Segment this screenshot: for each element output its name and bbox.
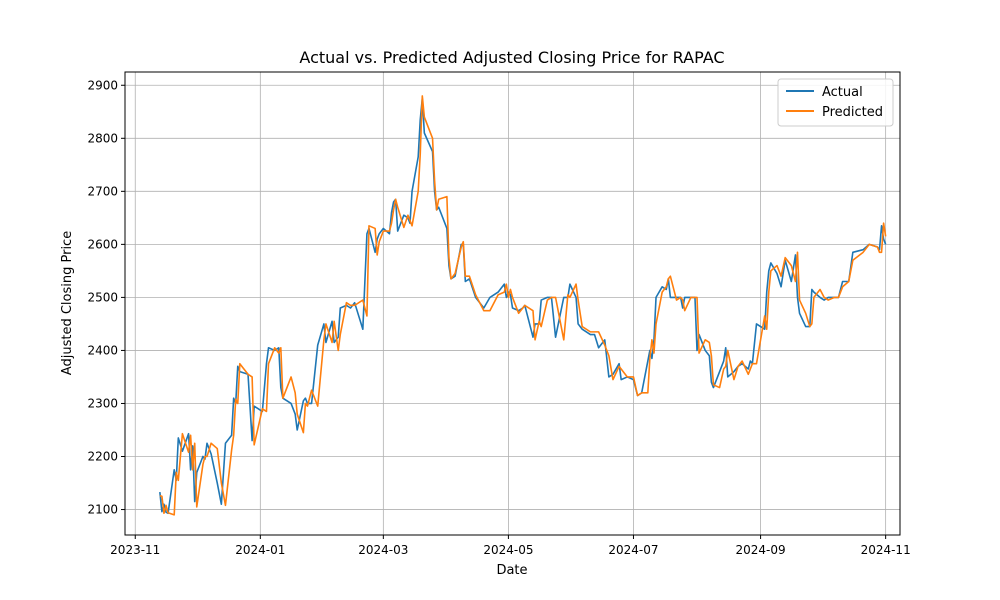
y-tick-label: 2500 <box>87 290 118 304</box>
series-line-predicted <box>159 95 887 516</box>
x-tick-label: 2024-01 <box>235 543 285 557</box>
x-axis-title: Date <box>496 563 527 578</box>
legend: Actual Predicted <box>777 78 894 127</box>
y-tick-label: 2700 <box>87 184 118 198</box>
x-tick-label: 2024-09 <box>736 543 786 557</box>
y-axis: 2100 2200 2300 2400 2500 2600 2700 2800 2900 <box>87 78 125 517</box>
y-tick-label: 2400 <box>87 343 118 357</box>
x-tick-label: 2023-11 <box>110 543 160 557</box>
y-tick-label: 2900 <box>87 78 118 92</box>
y-tick-label: 2800 <box>87 131 118 145</box>
y-tick-label: 2200 <box>87 450 118 464</box>
y-tick-label: 2600 <box>87 237 118 251</box>
y-axis-title: Adjusted Closing Price <box>60 231 75 375</box>
x-tick-label: 2024-03 <box>358 543 408 557</box>
x-axis: 2023-11 2024-01 2024-03 2024-05 2024-07 2024-… <box>110 535 911 557</box>
legend-label-predicted: Predicted <box>822 105 883 120</box>
grid <box>125 72 900 535</box>
legend-label-actual: Actual <box>822 85 863 100</box>
x-tick-label: 2024-07 <box>608 543 658 557</box>
y-tick-label: 2100 <box>87 503 118 517</box>
plot-frame <box>124 71 901 536</box>
x-tick-label: 2024-11 <box>861 543 911 557</box>
chart-title: Actual vs. Predicted Adjusted Closing Pr… <box>299 48 724 67</box>
x-tick-label: 2024-05 <box>483 543 533 557</box>
series-layer <box>159 95 887 516</box>
y-tick-label: 2300 <box>87 396 118 410</box>
